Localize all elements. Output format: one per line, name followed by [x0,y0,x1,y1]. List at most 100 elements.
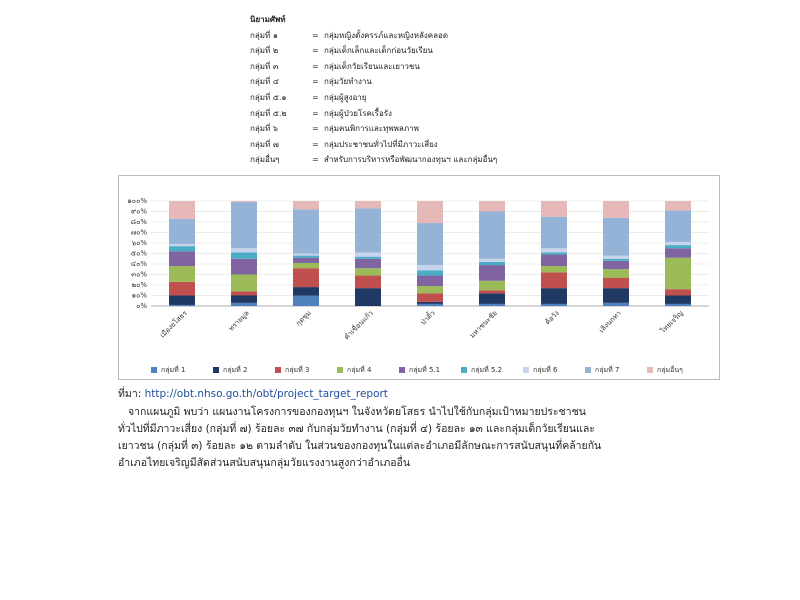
bar-segment [293,257,319,263]
separator: = [312,108,319,118]
bar-segment [293,268,319,288]
bar-segment [479,280,505,291]
y-tick-label: ๑๐% [132,292,148,300]
chart: ๐% ๑๐% ๒๐% ๓๐% ๔๐% ๕๐% ๖๐% ๗๐% ๘๐% ๙๐% ๑๐๐% เมืองยโ… [127,197,709,374]
legend-swatch [585,367,591,373]
bar-segment [541,254,567,267]
bar-segment [603,258,629,261]
paragraph-line: เยาวชน (กลุ่มที่ ๓) ร้อยละ ๑๒ ตามลำดับ ใ… [118,440,602,452]
bar-segment [665,295,691,304]
definition-row: กลุ่มที่ ๕.๑ = กลุ่มผู้สูงอายุ [250,90,497,106]
term: กลุ่มที่ ๒ [250,46,279,56]
bar-segment [479,261,505,266]
definition-row: กลุ่มที่ ๗ = กลุ่มประชาชนทั่วไปที่มีภาวะเส… [250,137,497,153]
chart-frame: ๐% ๑๐% ๒๐% ๓๐% ๔๐% ๕๐% ๖๐% ๗๐% ๘๐% ๙๐% ๑๐๐% เมืองยโ… [118,175,720,380]
bar-segment [541,288,567,304]
definition-row: กลุ่มที่ ๔ = กลุ่มวัยทำงาน [250,74,497,90]
source-url: http://obt.nhso.go.th/obt/project_target… [144,388,388,400]
description: กลุ่มประชาชนทั่วไปที่มีภาวะเสี่ยง [324,139,438,149]
bar-segment [169,251,195,267]
bar-segment [169,244,195,247]
bar-segment [665,210,691,242]
bar-segment [231,201,257,203]
bar-segment [231,274,257,292]
separator: = [312,61,319,71]
bar-segment [479,211,505,259]
x-tick-label: ไทยเจริญ [658,308,685,335]
bar-segment [293,209,319,254]
bar-segment [541,272,567,289]
paragraph-line: อำเภอไทยเจริญมีสัดส่วนสนับสนุนกลุ่มวัยแร… [118,457,411,469]
separator: = [312,139,319,149]
bar-segment [417,265,443,271]
definition-row: กลุ่มที่ ๑ = กลุ่มหญิงตั้งครรภ์และหญิงหลัง… [250,28,497,44]
legend-swatch [647,367,653,373]
legend-swatch [399,367,405,373]
bar-segment [479,201,505,212]
legend-label: กลุ่มที่ 7 [595,365,619,374]
legend-label: กลุ่มที่ 1 [161,365,185,374]
separator: = [312,124,319,134]
y-tick-label: ๕๐% [131,250,148,258]
term: กลุ่มที่ ๕.๒ [250,108,287,118]
bar-segment [603,302,629,306]
definitions-title: นิยามศัพท์ [250,15,286,24]
bar-segment [231,291,257,296]
legend-swatch [275,367,281,373]
bar-segment [231,295,257,303]
bar-segment [355,252,381,257]
bar-segment [665,241,691,246]
bar-segment [417,286,443,294]
term: กลุ่มที่ ๑ [250,30,278,40]
separator: = [312,155,319,165]
bar-segment [293,262,319,269]
bar-segment [169,304,195,306]
bar-segment [169,266,195,282]
y-tick-label: ๗๐% [131,229,148,237]
bar-segment [355,208,381,253]
legend-label: กลุ่มที่ 4 [347,365,372,374]
bar-segment [293,253,319,256]
bar-segment [169,218,195,245]
source: ที่มา: http://obt.nhso.go.th/obt/project… [118,385,388,402]
legend-label: กลุ่มที่ 5.1 [409,365,440,374]
description: กลุ่มหญิงตั้งครรภ์และหญิงหลังคลอด [324,30,449,40]
y-tick-label: ๒๐% [131,281,147,289]
definitions: นิยามศัพท์ กลุ่มที่ ๑ = กลุ่มหญิงตั้งครรภ์… [250,12,497,168]
legend-swatch [213,367,219,373]
bar-segment [355,256,381,259]
bar-segment [479,265,505,281]
x-tick-label: กุดชุม [294,309,312,327]
bar-segment [417,301,443,304]
description: กลุ่มผู้ป่วยโรคเรื้อรัง [324,108,392,118]
bar-segment [355,258,381,269]
bar-segment [603,217,629,256]
paragraph-line: ทั่วไปที่มีภาวะเสี่ยง (กลุ่มที่ ๗) ร้อยล… [118,423,595,435]
definition-row: กลุ่มที่ ๒ = กลุ่มเด็กเล็กและเด็กก่อนวัยเร… [250,43,497,59]
bar-segment [479,258,505,262]
term: กลุ่มที่ ๓ [250,61,279,71]
x-tick-label: ทรายมูล [227,309,251,333]
bar-segment [231,258,257,275]
legend-label: กลุ่มที่ 3 [285,365,309,374]
bar-segment [293,295,319,306]
separator: = [312,30,319,40]
legend-label: กลุ่มอื่นๆ [657,365,683,374]
bar-segment [665,257,691,290]
legend-swatch [151,367,157,373]
x-tick-label: เลิงนกทา [598,309,623,334]
bar-segment [603,255,629,259]
y-tick-label: ๑๐๐% [127,197,147,205]
y-tick-label: ๓๐% [131,271,147,279]
bar-segment [231,252,257,259]
bar-segment [417,223,443,266]
legend-swatch [461,367,467,373]
source-label: ที่มา: [118,388,142,400]
legend-swatch [523,367,529,373]
separator: = [312,77,319,87]
description: กลุ่มเด็กวัยเรียนและเยาวชน [324,61,420,71]
x-tick-label: ป่าติ้ว [417,307,437,327]
bar-segment [231,202,257,249]
term: กลุ่มที่ ๗ [250,139,279,149]
bar-segment [169,201,195,219]
